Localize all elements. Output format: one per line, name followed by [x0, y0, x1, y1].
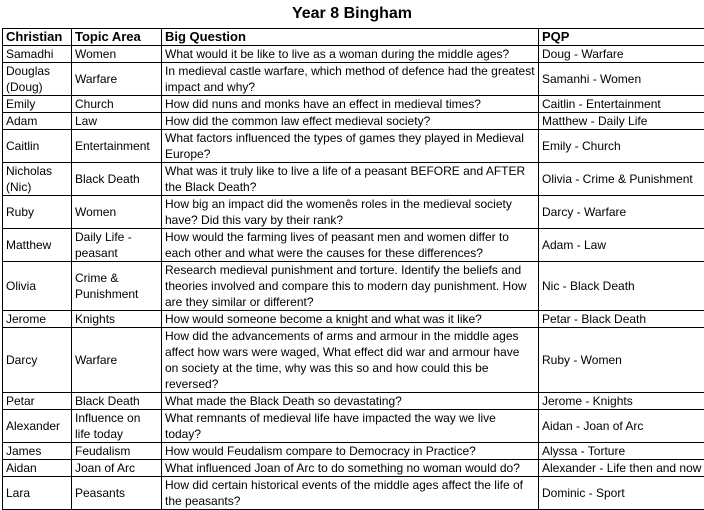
- topic-cell: Peasants: [72, 477, 162, 510]
- question-cell: What remnants of medieval life have impa…: [162, 410, 539, 443]
- question-cell: How big an impact did the womenês roles …: [162, 196, 539, 229]
- pqp-cell: Darcy - Warfare: [539, 196, 704, 229]
- christian-cell: Aidan: [3, 460, 72, 477]
- christian-cell: Petar: [3, 393, 72, 410]
- header-christian: Christian: [3, 29, 72, 46]
- christian-cell: Adam: [3, 113, 72, 130]
- pqp-cell: Samanhi - Women: [539, 63, 704, 96]
- table-row: Olivia Crime & Punishment Research medie…: [3, 262, 704, 311]
- topic-cell: Knights: [72, 311, 162, 328]
- christian-cell: Darcy: [3, 328, 72, 393]
- table-row: James Feudalism How would Feudalism comp…: [3, 443, 704, 460]
- christian-cell: Alexander: [3, 410, 72, 443]
- topic-cell: Feudalism: [72, 443, 162, 460]
- pqp-cell: Emily - Church: [539, 130, 704, 163]
- question-cell: How would someone become a knight and wh…: [162, 311, 539, 328]
- question-cell: How did the common law effect medieval s…: [162, 113, 539, 130]
- christian-cell: Jerome: [3, 311, 72, 328]
- table-row: Emily Church How did nuns and monks have…: [3, 96, 704, 113]
- question-cell: Research medieval punishment and torture…: [162, 262, 539, 311]
- pqp-cell: Doug - Warfare: [539, 46, 704, 63]
- table-row: Samadhi Women What would it be like to l…: [3, 46, 704, 63]
- topic-cell: Women: [72, 196, 162, 229]
- question-cell: How would the farming lives of peasant m…: [162, 229, 539, 262]
- table-row: Darcy Warfare How did the advancements o…: [3, 328, 704, 393]
- question-cell: How did the advancements of arms and arm…: [162, 328, 539, 393]
- header-row: Christian Topic Area Big Question PQP: [3, 29, 704, 46]
- table-row: Petar Black Death What made the Black De…: [3, 393, 704, 410]
- table-row: Aidan Joan of Arc What influenced Joan o…: [3, 460, 704, 477]
- question-cell: What made the Black Death so devastating…: [162, 393, 539, 410]
- topic-cell: Crime & Punishment: [72, 262, 162, 311]
- christian-cell: Emily: [3, 96, 72, 113]
- pqp-cell: Petar - Black Death: [539, 311, 704, 328]
- topic-cell: Joan of Arc: [72, 460, 162, 477]
- christian-cell: Ruby: [3, 196, 72, 229]
- table-row: Adam Law How did the common law effect m…: [3, 113, 704, 130]
- question-cell: What would it be like to live as a woman…: [162, 46, 539, 63]
- question-cell: How did nuns and monks have an effect in…: [162, 96, 539, 113]
- table-row: Jerome Knights How would someone become …: [3, 311, 704, 328]
- pqp-cell: Alexander - Life then and now: [539, 460, 704, 477]
- pqp-cell: Alyssa - Torture: [539, 443, 704, 460]
- topic-cell: Women: [72, 46, 162, 63]
- table-row: Ruby Women How big an impact did the wom…: [3, 196, 704, 229]
- topic-cell: Influence on life today: [72, 410, 162, 443]
- topic-cell: Black Death: [72, 393, 162, 410]
- table-row: Lara Peasants How did certain historical…: [3, 477, 704, 510]
- table-row: Nicholas (Nic) Black Death What was it t…: [3, 163, 704, 196]
- pqp-cell: Dominic - Sport: [539, 477, 704, 510]
- pqp-cell: Nic - Black Death: [539, 262, 704, 311]
- table-row: Alexander Influence on life today What r…: [3, 410, 704, 443]
- question-cell: What was it truly like to live a life of…: [162, 163, 539, 196]
- question-cell: How would Feudalism compare to Democracy…: [162, 443, 539, 460]
- topic-cell: Entertainment: [72, 130, 162, 163]
- pqp-cell: Adam - Law: [539, 229, 704, 262]
- pqp-cell: Matthew - Daily Life: [539, 113, 704, 130]
- header-big-question: Big Question: [162, 29, 539, 46]
- christian-cell: Nicholas (Nic): [3, 163, 72, 196]
- topic-cell: Warfare: [72, 63, 162, 96]
- pqp-cell: Jerome - Knights: [539, 393, 704, 410]
- assignment-table: Christian Topic Area Big Question PQP Sa…: [2, 28, 704, 510]
- question-cell: What factors influenced the types of gam…: [162, 130, 539, 163]
- topic-cell: Black Death: [72, 163, 162, 196]
- pqp-cell: Ruby - Women: [539, 328, 704, 393]
- christian-cell: Caitlin: [3, 130, 72, 163]
- header-pqp: PQP: [539, 29, 704, 46]
- table-row: Douglas (Doug) Warfare In medieval castl…: [3, 63, 704, 96]
- topic-cell: Warfare: [72, 328, 162, 393]
- header-topic-area: Topic Area: [72, 29, 162, 46]
- christian-cell: Samadhi: [3, 46, 72, 63]
- question-cell: What influenced Joan of Arc to do someth…: [162, 460, 539, 477]
- christian-cell: Olivia: [3, 262, 72, 311]
- topic-cell: Church: [72, 96, 162, 113]
- topic-cell: Law: [72, 113, 162, 130]
- question-cell: In medieval castle warfare, which method…: [162, 63, 539, 96]
- christian-cell: Matthew: [3, 229, 72, 262]
- pqp-cell: Aidan - Joan of Arc: [539, 410, 704, 443]
- christian-cell: James: [3, 443, 72, 460]
- question-cell: How did certain historical events of the…: [162, 477, 539, 510]
- table-row: Matthew Daily Life - peasant How would t…: [3, 229, 704, 262]
- pqp-cell: Caitlin - Entertainment: [539, 96, 704, 113]
- table-row: Caitlin Entertainment What factors influ…: [3, 130, 704, 163]
- page-title: Year 8 Bingham: [0, 3, 704, 25]
- topic-cell: Daily Life - peasant: [72, 229, 162, 262]
- christian-cell: Lara: [3, 477, 72, 510]
- christian-cell: Douglas (Doug): [3, 63, 72, 96]
- pqp-cell: Olivia - Crime & Punishment: [539, 163, 704, 196]
